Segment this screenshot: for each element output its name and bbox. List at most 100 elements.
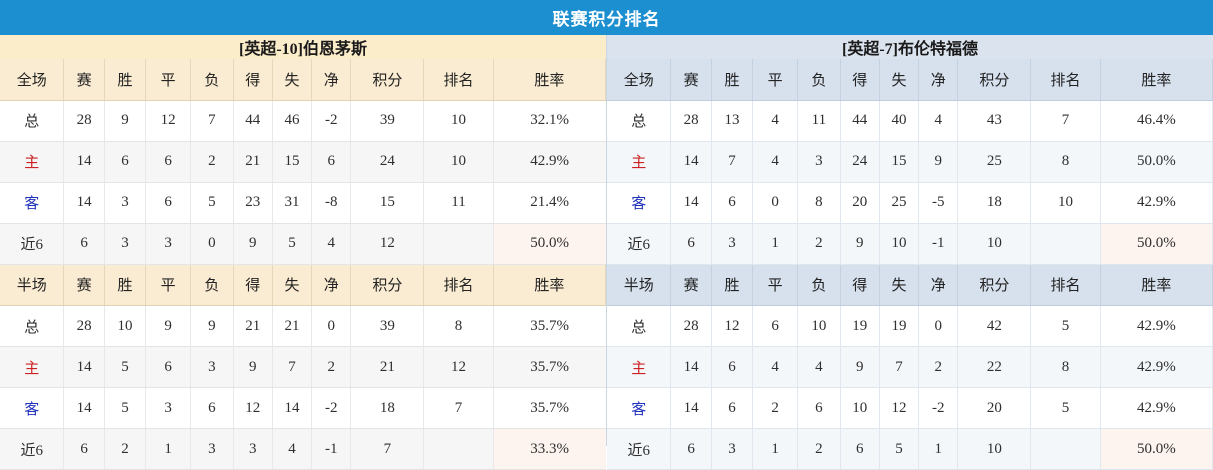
cell-ga: 12: [879, 388, 918, 429]
cell-points: 20: [958, 388, 1031, 429]
row-label-total: 总: [607, 306, 671, 347]
cell-played: 6: [671, 429, 711, 470]
cell-gf: 21: [233, 141, 272, 182]
row-label-away: 客: [0, 388, 64, 429]
cell-draw: 2: [753, 388, 798, 429]
cell-loss: 8: [798, 182, 841, 223]
cell-rate: 35.7%: [493, 306, 605, 347]
cell-ga: 5: [272, 223, 311, 264]
cell-gf: 23: [233, 182, 272, 223]
cell-rate: 35.7%: [493, 388, 605, 429]
cell-loss: 4: [798, 347, 841, 388]
cell-loss: 3: [798, 141, 841, 182]
cell-draw: 3: [146, 223, 191, 264]
row-label-total: 总: [0, 100, 64, 141]
cell-draw: 6: [753, 306, 798, 347]
column-header-rank: 排名: [424, 59, 494, 100]
cell-points: 39: [351, 306, 424, 347]
cell-win: 7: [711, 141, 752, 182]
row-label-home: 主: [607, 141, 671, 182]
cell-points: 18: [351, 388, 424, 429]
cell-rate: 42.9%: [1100, 388, 1212, 429]
cell-gf: 9: [840, 223, 879, 264]
cell-played: 6: [671, 223, 711, 264]
row-label-recent: 近6: [0, 223, 64, 264]
cell-gf: 9: [233, 223, 272, 264]
cell-rank: 5: [1031, 306, 1101, 347]
column-header-played: 赛: [671, 59, 711, 100]
column-header-rank: 排名: [1031, 265, 1101, 306]
team-title-left: [英超-10]伯恩茅斯: [0, 35, 606, 59]
cell-points: 18: [958, 182, 1031, 223]
column-header-rate: 胜率: [493, 265, 605, 306]
cell-played: 14: [671, 141, 711, 182]
column-header-win: 胜: [711, 59, 752, 100]
cell-points: 43: [958, 100, 1031, 141]
column-header-loss: 负: [798, 265, 841, 306]
cell-played: 28: [64, 306, 104, 347]
row-label-away: 客: [607, 182, 671, 223]
cell-draw: 1: [753, 223, 798, 264]
cell-win: 3: [711, 429, 752, 470]
cell-gf: 12: [233, 388, 272, 429]
cell-gf: 24: [840, 141, 879, 182]
cell-rate: 50.0%: [1100, 223, 1212, 264]
cell-played: 14: [671, 182, 711, 223]
column-header-loss: 负: [798, 59, 841, 100]
column-header-loss: 负: [191, 265, 234, 306]
cell-points: 22: [958, 347, 1031, 388]
cell-win: 6: [711, 347, 752, 388]
cell-rate: 50.0%: [1100, 141, 1212, 182]
cell-draw: 6: [146, 347, 191, 388]
column-header-rank: 排名: [424, 265, 494, 306]
table-header-row: 半场赛胜平负得失净积分排名胜率: [607, 265, 1213, 306]
cell-gd: -1: [919, 223, 958, 264]
cell-gf: 44: [233, 100, 272, 141]
cell-loss: 11: [798, 100, 841, 141]
cell-rate: 42.9%: [493, 141, 605, 182]
cell-gf: 21: [233, 306, 272, 347]
cell-loss: 2: [191, 141, 234, 182]
column-header-points: 积分: [958, 265, 1031, 306]
column-header-points: 积分: [351, 59, 424, 100]
cell-gf: 20: [840, 182, 879, 223]
cell-ga: 19: [879, 306, 918, 347]
cell-win: 6: [104, 141, 145, 182]
column-header-win: 胜: [104, 59, 145, 100]
cell-win: 12: [711, 306, 752, 347]
cell-gd: -2: [312, 100, 351, 141]
column-header-ga: 失: [272, 265, 311, 306]
column-header-section: 全场: [0, 59, 64, 100]
column-header-rate: 胜率: [1100, 265, 1212, 306]
cell-win: 5: [104, 388, 145, 429]
cell-rank: 10: [1031, 182, 1101, 223]
cell-gd: -1: [312, 429, 351, 470]
cell-gd: 1: [919, 429, 958, 470]
column-header-draw: 平: [146, 59, 191, 100]
cell-loss: 9: [191, 306, 234, 347]
column-header-section: 全场: [607, 59, 671, 100]
cell-loss: 2: [798, 223, 841, 264]
